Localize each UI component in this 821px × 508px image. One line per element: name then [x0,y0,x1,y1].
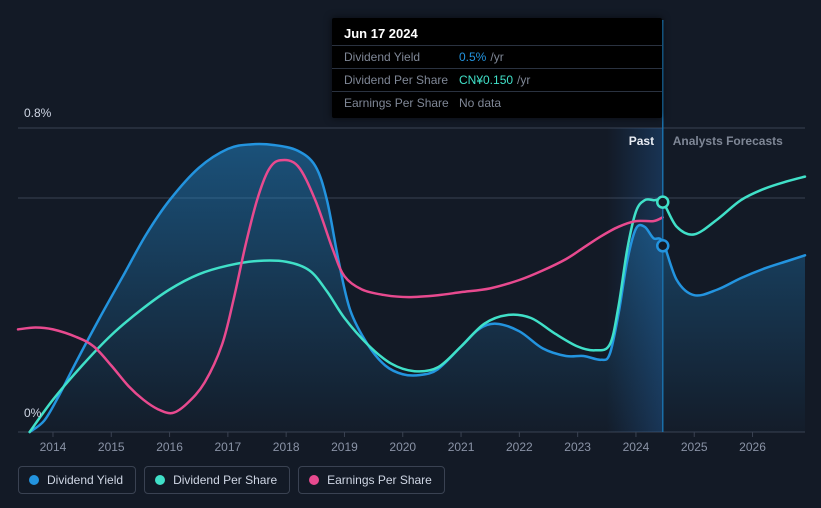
xaxis-label: 2024 [623,440,650,454]
xaxis-labels: 2014 2015 2016 2017 2018 2019 2020 2021 2022 2023… [0,440,821,460]
legend-item-label: Dividend Yield [47,473,123,487]
tooltip-row-value: CN¥0.150 [459,73,513,87]
tooltip-row-value: 0.5% [459,50,486,64]
chart-tooltip: Jun 17 2024 Dividend Yield0.5%/yrDividen… [332,18,662,118]
xaxis-label: 2018 [273,440,300,454]
xaxis-label: 2022 [506,440,533,454]
legend-item-label: Dividend Per Share [173,473,277,487]
xaxis-label: 2021 [448,440,475,454]
yaxis-label-max: 0.8% [24,106,51,120]
tooltip-row-label: Earnings Per Share [344,96,459,110]
tooltip-row-label: Dividend Yield [344,50,459,64]
xaxis-label: 2014 [40,440,67,454]
xaxis-label: 2023 [564,440,591,454]
tooltip-row-unit: /yr [517,73,530,87]
xaxis-label: 2020 [389,440,416,454]
forecast-label: Analysts Forecasts [673,134,783,148]
xaxis-label: 2015 [98,440,125,454]
xaxis-label: 2026 [739,440,766,454]
xaxis-label: 2016 [156,440,183,454]
xaxis-label: 2025 [681,440,708,454]
legend-item[interactable]: Dividend Per Share [144,466,290,494]
tooltip-row: Dividend Yield0.5% /yr [332,45,662,68]
legend-dot-icon [155,475,165,485]
past-label: Past [629,134,654,148]
xaxis-label: 2017 [215,440,242,454]
yaxis-label-min: 0% [24,406,41,420]
legend-item[interactable]: Earnings Per Share [298,466,445,494]
tooltip-title: Jun 17 2024 [332,26,662,45]
tooltip-row: Dividend Per ShareCN¥0.150/yr [332,68,662,91]
legend-dot-icon [309,475,319,485]
legend-dot-icon [29,475,39,485]
tooltip-row: Earnings Per ShareNo data [332,91,662,114]
dividend-chart: 0.8% 0% 2014 2015 2016 2017 2018 2019 2020 2021… [0,0,821,508]
xaxis-label: 2019 [331,440,358,454]
tooltip-row-value: No data [459,96,501,110]
chart-legend: Dividend Yield Dividend Per Share Earnings… [18,466,445,494]
tooltip-row-label: Dividend Per Share [344,73,459,87]
legend-item[interactable]: Dividend Yield [18,466,136,494]
legend-item-label: Earnings Per Share [327,473,432,487]
tooltip-row-unit: /yr [490,50,503,64]
